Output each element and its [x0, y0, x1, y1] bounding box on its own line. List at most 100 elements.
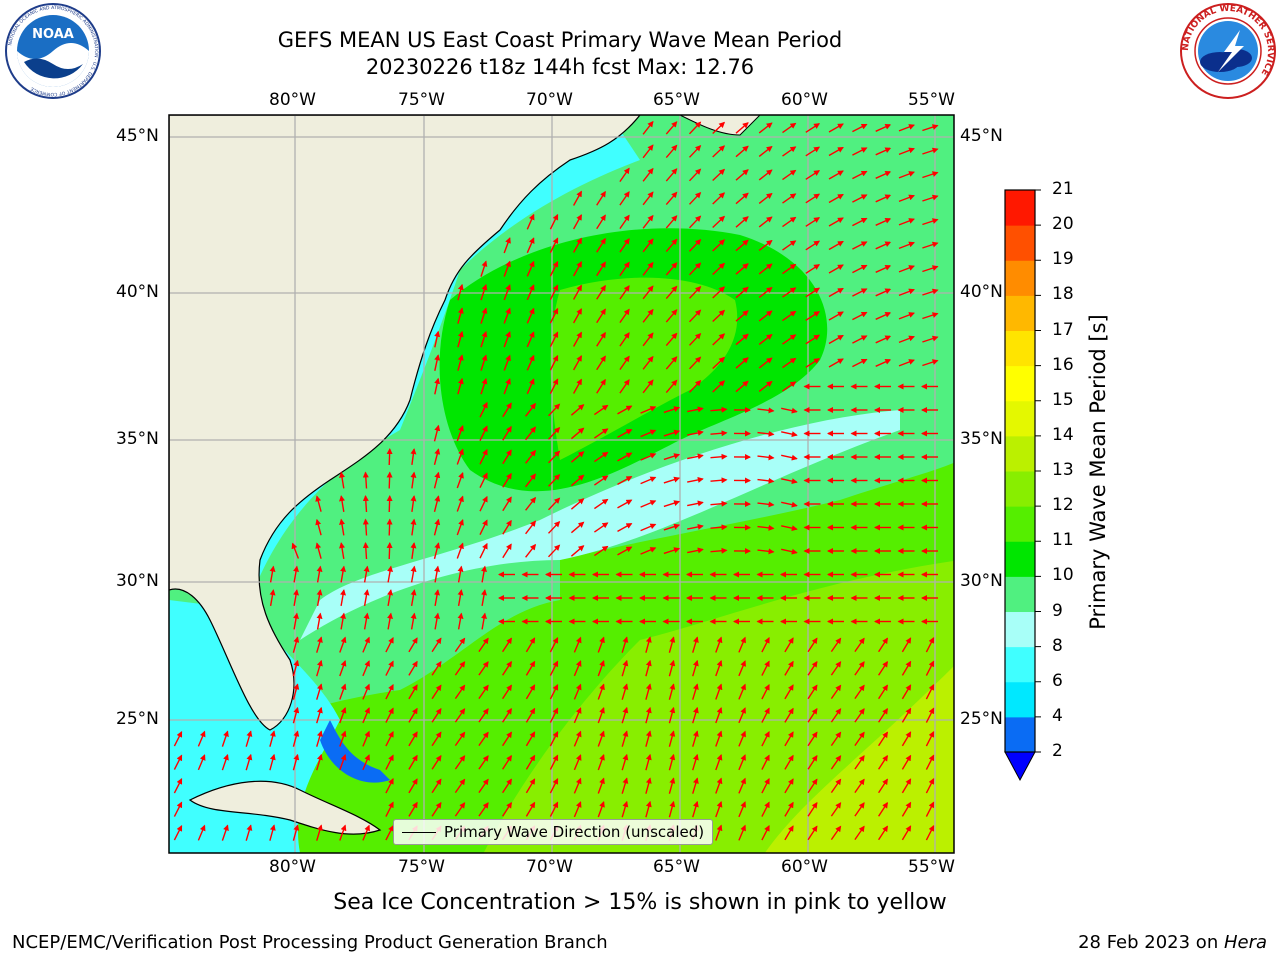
us-east-coast-land: [169, 115, 641, 731]
wave-direction-arrow: [431, 684, 442, 700]
wave-direction-arrow: [387, 612, 393, 630]
wave-direction-arrow: [875, 359, 892, 367]
wave-direction-arrow: [875, 194, 892, 203]
wave-direction-arrow: [757, 501, 775, 508]
wave-direction-arrow: [410, 471, 417, 489]
wave-direction-arrow: [784, 801, 794, 817]
sea-ice-note: Sea Ice Concentration > 15% is shown in …: [333, 890, 947, 915]
wave-direction-arrow: [715, 801, 723, 818]
wave-direction-arrow: [525, 543, 537, 558]
wave-direction-arrow: [433, 518, 441, 536]
wave-direction-arrow: [710, 406, 728, 413]
wave-direction-arrow: [805, 334, 821, 345]
wave-direction-arrow: [782, 287, 797, 298]
wave-direction-arrow: [173, 778, 183, 794]
wave-direction-arrow: [828, 240, 844, 251]
wave-direction-arrow: [502, 543, 512, 559]
wave-direction-arrow: [410, 589, 417, 607]
wave-direction-arrow: [572, 284, 583, 300]
wave-direction-arrow: [549, 307, 559, 324]
wave-direction-arrow: [828, 264, 844, 274]
wave-direction-arrow: [712, 192, 726, 205]
wave-direction-arrow: [362, 495, 369, 513]
wave-direction-arrow: [503, 260, 511, 277]
wave-direction-arrow: [715, 660, 723, 677]
wave-direction-arrow: [269, 753, 276, 771]
wave-direction-arrow: [456, 495, 464, 512]
wave-direction-arrow: [549, 378, 559, 395]
wave-direction-arrow: [617, 546, 633, 556]
wave-direction-arrow: [758, 239, 773, 251]
wave-direction-arrow: [922, 288, 939, 296]
wave-direction-arrow: [573, 777, 582, 794]
wave-direction-arrow: [431, 778, 442, 794]
wave-direction-arrow: [573, 801, 582, 818]
wave-direction-arrow: [547, 426, 561, 440]
wave-direction-arrow: [922, 194, 939, 202]
wave-direction-arrow: [617, 499, 633, 509]
wave-direction-arrow: [692, 753, 699, 771]
wave-direction-arrow: [408, 754, 418, 770]
wave-direction-arrow: [315, 518, 322, 536]
lat-label-45n-right: 45°N: [960, 126, 1003, 146]
wave-direction-arrow: [878, 707, 888, 723]
wave-direction-arrow: [621, 659, 629, 677]
wave-direction-arrow: [619, 332, 630, 347]
wave-direction-arrow: [852, 194, 868, 203]
wave-direction-arrow: [386, 471, 393, 489]
wave-direction-arrow: [642, 332, 654, 347]
wave-direction-arrow: [339, 518, 345, 536]
wave-direction-arrow: [805, 217, 821, 227]
wave-direction-arrow: [878, 660, 888, 676]
wave-direction-arrow: [807, 637, 818, 653]
wave-direction-arrow: [898, 124, 915, 132]
colorbar-tick-label: 12: [1052, 495, 1074, 516]
wave-direction-arrow: [898, 171, 915, 179]
wave-direction-arrow: [293, 589, 299, 607]
wave-direction-arrow: [316, 683, 323, 700]
wave-direction-arrow: [715, 707, 723, 724]
wave-direction-arrow: [480, 354, 488, 371]
wave-direction-arrow: [362, 730, 370, 747]
wave-direction-arrow: [715, 636, 723, 653]
wave-direction-arrow: [757, 454, 775, 461]
wave-direction-arrow: [480, 283, 488, 301]
wave-direction-arrow: [621, 683, 629, 700]
wave-direction-arrow: [617, 522, 633, 533]
wave-direction-arrow: [781, 501, 798, 508]
wave-direction-arrow: [692, 659, 699, 677]
wave-direction-arrow: [830, 755, 842, 770]
wave-direction-arrow: [597, 707, 605, 724]
wave-direction-arrow: [830, 637, 842, 653]
wave-direction-arrow: [828, 193, 844, 204]
wave-direction-arrow: [481, 565, 487, 583]
wave-direction-arrow: [502, 472, 512, 488]
wave-direction-arrow: [525, 496, 537, 511]
wave-direction-arrow: [339, 495, 345, 513]
wave-direction-arrow: [570, 404, 585, 416]
wave-direction-arrow: [878, 801, 888, 817]
colorbar-tick-label: 10: [1052, 565, 1074, 586]
wave-direction-arrow: [502, 731, 512, 747]
wave-direction-arrow: [245, 730, 253, 747]
wave-direction-arrow: [526, 213, 535, 230]
wave-direction-arrow: [385, 707, 394, 723]
wave-direction-arrow: [784, 778, 794, 794]
wave-direction-arrow: [431, 731, 442, 747]
wave-direction-arrow: [878, 754, 888, 770]
wave-direction-arrow: [878, 731, 888, 747]
wave-direction-arrow: [502, 801, 512, 817]
wave-direction-arrow: [854, 778, 865, 794]
colorbar-swatch: [1005, 471, 1035, 507]
wave-direction-arrow: [687, 523, 704, 530]
wave-direction-arrow: [457, 354, 464, 371]
wave-direction-arrow: [549, 801, 559, 817]
wave-direction-arrow: [572, 378, 583, 394]
wave-direction-arrow: [875, 124, 892, 132]
wave-direction-arrow: [570, 521, 585, 534]
wave-direction-arrow: [619, 238, 630, 253]
wave-direction-arrow: [898, 194, 915, 203]
wave-direction-arrow: [645, 800, 652, 818]
wave-direction-arrow: [640, 406, 657, 414]
wave-direction-arrow: [898, 147, 915, 156]
